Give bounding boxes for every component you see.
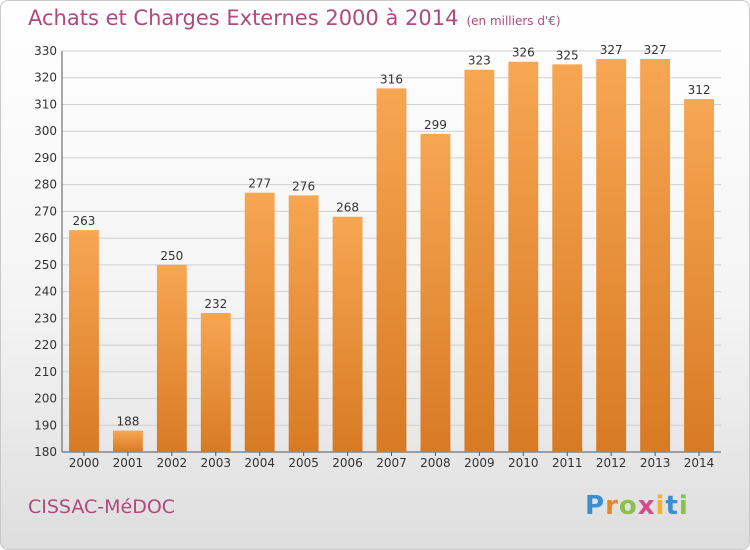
y-tick-label: 240 <box>34 285 57 299</box>
bar <box>244 192 275 453</box>
bar <box>684 99 714 453</box>
y-tick-label: 250 <box>34 258 57 272</box>
data-label: 277 <box>248 177 271 191</box>
x-tick-label: 2013 <box>640 456 671 470</box>
x-tick-label: 2004 <box>244 456 275 470</box>
bar <box>640 59 671 453</box>
chart-title-text: Achats et Charges Externes 2000 à 2014 <box>28 6 459 30</box>
data-label: 232 <box>204 297 227 311</box>
x-tick-label: 2010 <box>508 456 539 470</box>
y-tick-label: 190 <box>34 418 57 432</box>
city-name: CISSAC-MéDOC <box>28 496 176 518</box>
x-tick-label: 2005 <box>288 456 319 470</box>
data-label: 325 <box>556 48 579 62</box>
bar <box>112 430 143 452</box>
logo-letter: r <box>605 491 619 521</box>
logo-letter: o <box>618 491 638 521</box>
bar <box>596 59 627 453</box>
x-tick-label: 2003 <box>200 456 231 470</box>
x-tick-label: 2000 <box>69 456 100 470</box>
data-label: 276 <box>292 179 315 193</box>
logo-letter: t <box>665 491 679 521</box>
logo-letter: i <box>678 491 689 521</box>
y-tick-label: 270 <box>34 204 57 218</box>
bar <box>69 230 99 452</box>
y-tick-label: 180 <box>34 445 57 459</box>
data-label: 326 <box>512 46 535 60</box>
data-label: 299 <box>424 118 447 132</box>
bars <box>69 59 714 453</box>
x-tick-label: 2006 <box>332 456 363 470</box>
logo-letter: P <box>585 491 606 521</box>
y-tick-label: 200 <box>34 392 57 406</box>
data-label: 323 <box>468 54 491 68</box>
logo-letter: i <box>655 491 666 521</box>
y-tick-label: 210 <box>34 365 57 379</box>
bar <box>332 216 363 452</box>
y-tick-label: 260 <box>34 231 57 245</box>
y-tick-label: 310 <box>34 97 57 111</box>
labels: 2000 263 2001 188 2002 250 2003 232 2004 277 2005 2… <box>69 43 715 470</box>
x-tick-label: 2014 <box>684 456 715 470</box>
data-label: 327 <box>600 43 623 57</box>
data-label: 316 <box>380 72 403 86</box>
x-tick-label: 2008 <box>420 456 451 470</box>
y-tick-label: 220 <box>34 338 57 352</box>
y-tick-label: 320 <box>34 71 57 85</box>
x-tick-label: 2012 <box>596 456 627 470</box>
bar <box>200 312 231 452</box>
logo-letter: x <box>637 491 656 521</box>
bar <box>552 64 583 452</box>
chart-subtitle: (en milliers d'€) <box>466 14 561 28</box>
x-tick-label: 2009 <box>464 456 495 470</box>
data-label: 188 <box>116 415 139 429</box>
x-tick-label: 2002 <box>157 456 188 470</box>
chart-title: Achats et Charges Externes 2000 à 2014 (e… <box>28 6 561 30</box>
bar <box>508 61 539 453</box>
bar <box>376 88 407 452</box>
y-tick-label: 230 <box>34 311 57 325</box>
data-label: 263 <box>73 214 96 228</box>
data-label: 327 <box>644 43 667 57</box>
bar <box>464 69 495 453</box>
x-tick-label: 2011 <box>552 456 583 470</box>
x-tick-label: 2007 <box>376 456 407 470</box>
bar <box>420 133 451 452</box>
y-tick-label: 290 <box>34 151 57 165</box>
bar <box>156 264 187 452</box>
data-label: 312 <box>688 83 711 97</box>
axes: 180 190 200 210 220 230 240 250 260 270 280 290 300 3… <box>34 44 721 459</box>
y-tick-label: 280 <box>34 178 57 192</box>
data-label: 250 <box>160 249 183 263</box>
proxiti-logo: Proxiti <box>585 491 689 521</box>
x-tick-label: 2001 <box>113 456 144 470</box>
data-label: 268 <box>336 201 359 215</box>
y-tick-label: 300 <box>34 124 57 138</box>
y-tick-label: 330 <box>34 44 57 58</box>
bar <box>288 195 319 453</box>
